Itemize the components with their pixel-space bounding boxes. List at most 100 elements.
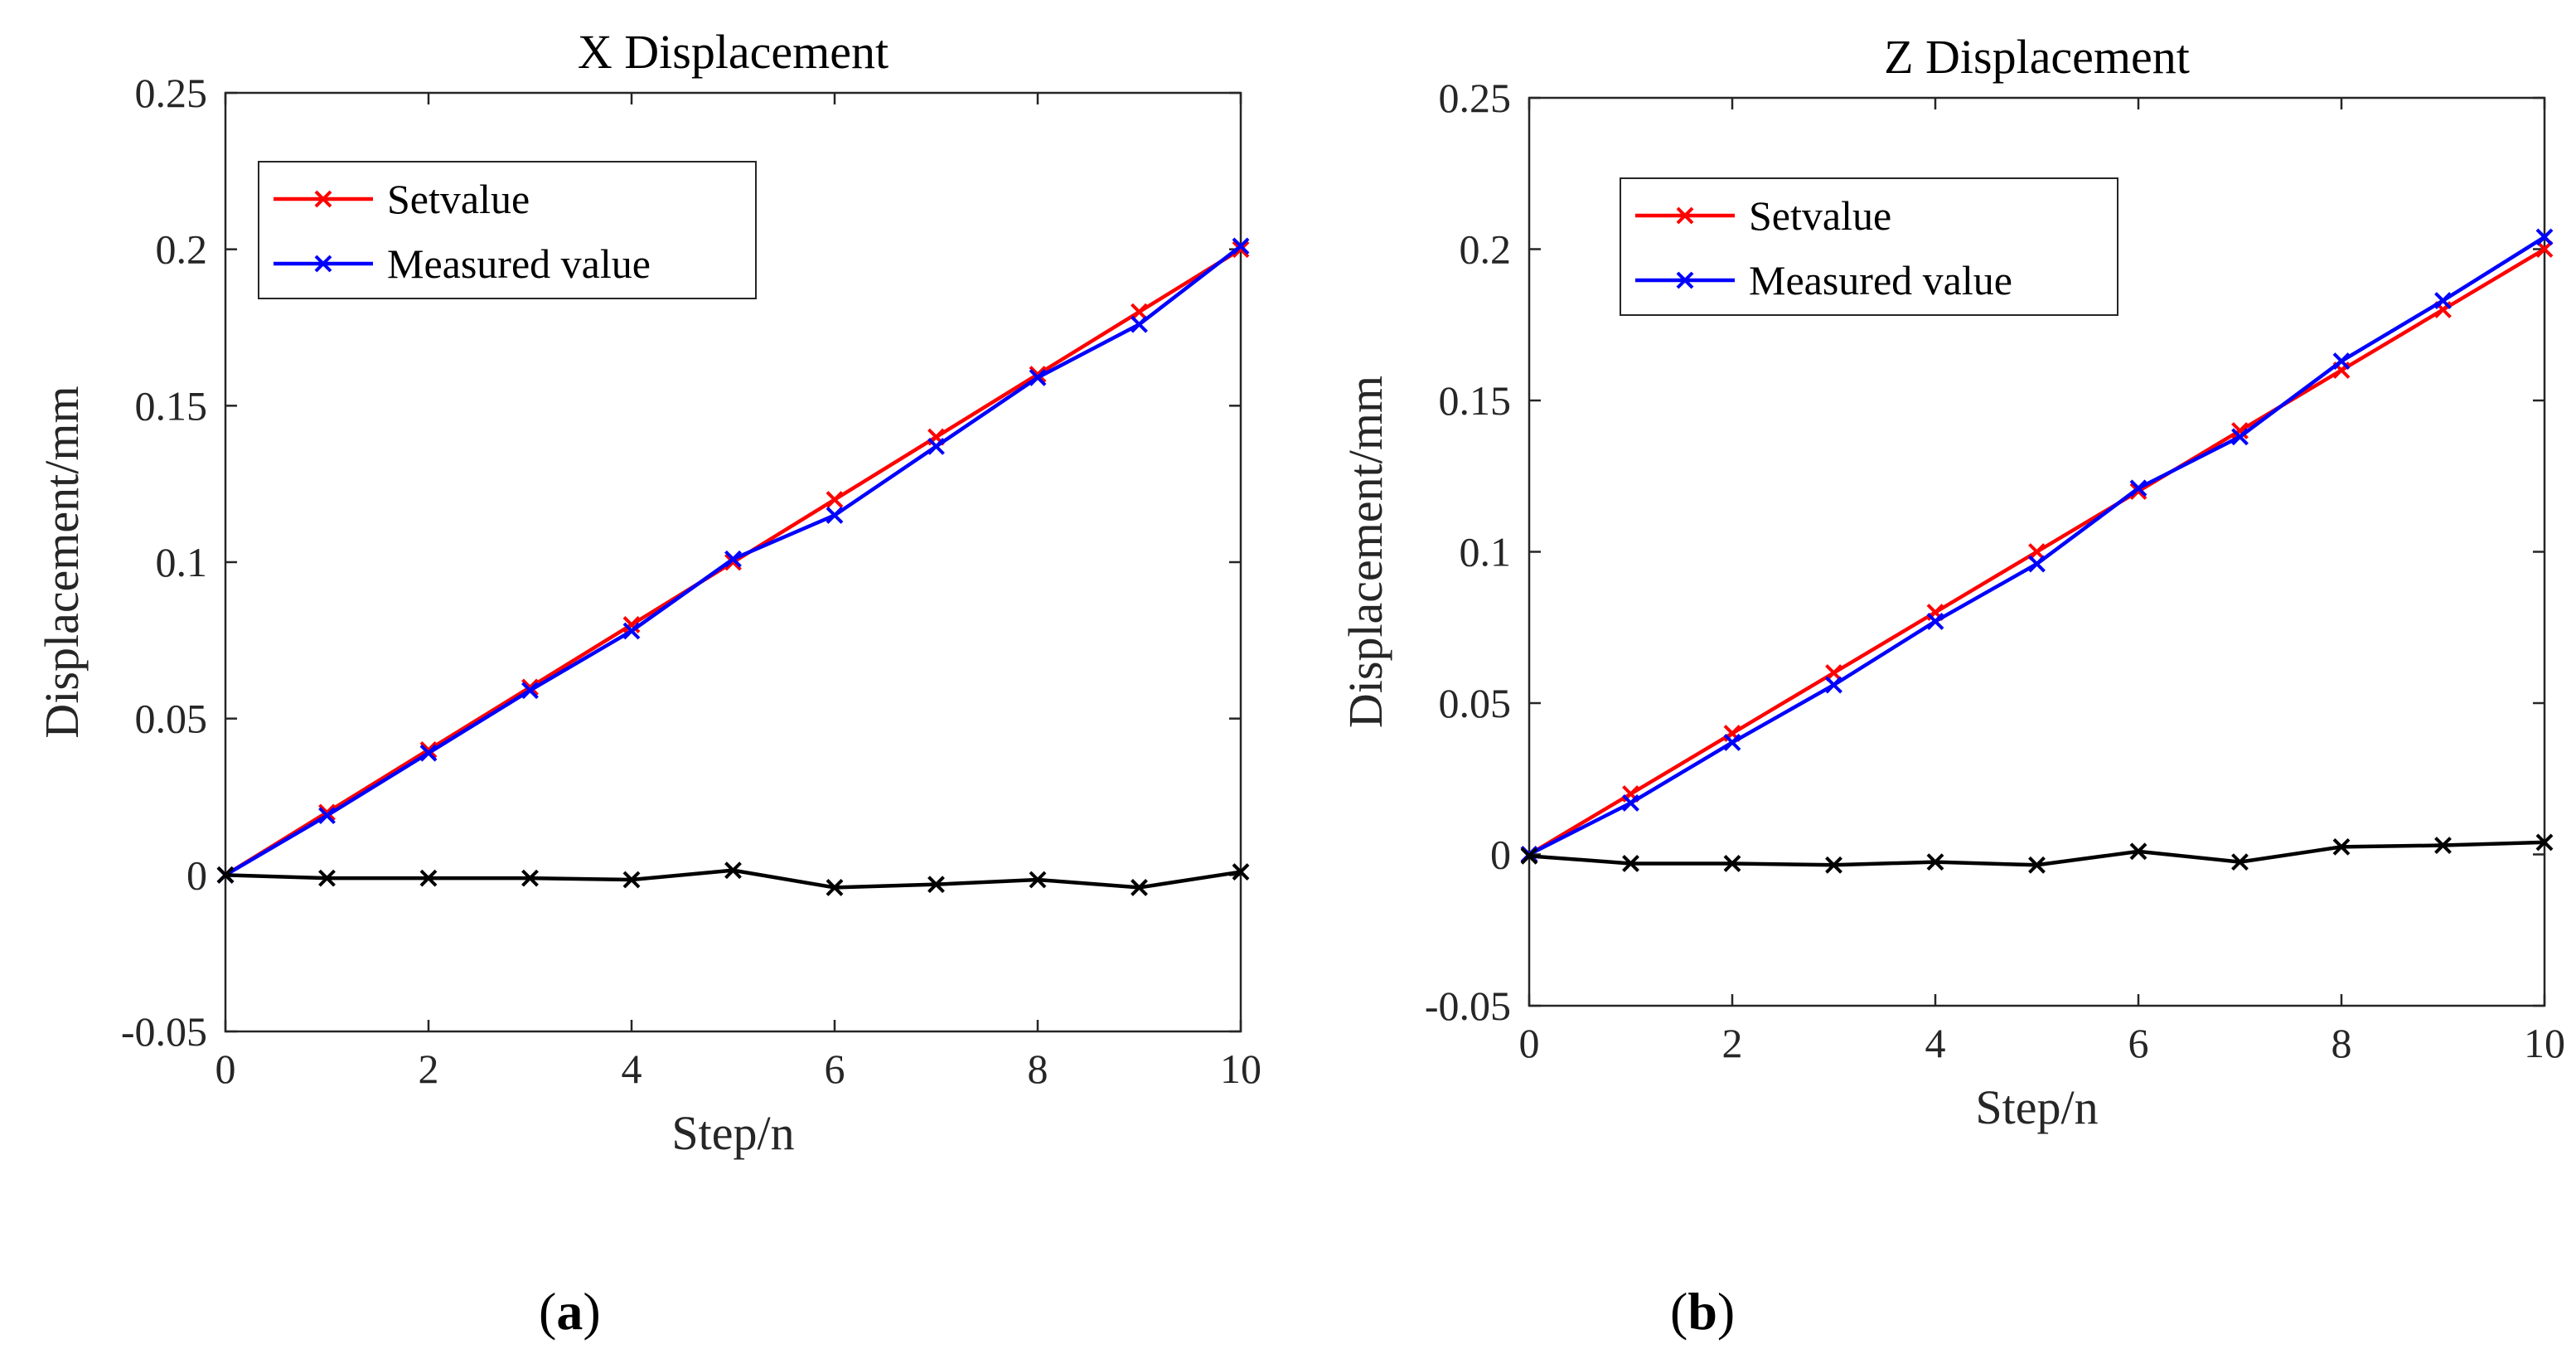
data-point (1723, 734, 1741, 751)
data-point (826, 491, 844, 508)
point-marker (1926, 853, 1944, 871)
point-marker (622, 622, 641, 640)
legend-label: Setvalue (387, 176, 530, 222)
point-marker (419, 744, 438, 762)
panel-label-b: (b) (1670, 1282, 1736, 1341)
x-tick-label: 10 (2524, 1020, 2565, 1066)
point-marker (2434, 292, 2452, 309)
data-point (1131, 315, 1148, 333)
data-point (2231, 422, 2249, 439)
y-tick-label: 0.2 (156, 226, 208, 273)
point-marker (622, 871, 641, 889)
point-marker (927, 876, 945, 894)
point-marker (1622, 855, 1639, 872)
data-point (1029, 871, 1047, 889)
y-tick-label: -0.05 (1425, 983, 1511, 1029)
point-marker (1232, 240, 1250, 259)
data-point (2231, 428, 2249, 446)
data-point (1723, 855, 1741, 872)
point-marker (2028, 555, 2046, 573)
x-tick-label: 0 (215, 1046, 236, 1092)
x-tick-label: 4 (622, 1046, 642, 1092)
point-marker (1131, 315, 1148, 333)
data-point (419, 869, 438, 887)
data-point (1131, 303, 1148, 321)
point-marker (1622, 794, 1639, 812)
data-point (2535, 833, 2554, 852)
data-point (927, 876, 945, 894)
legend: Setvalue Measured value (258, 161, 757, 299)
y-tick-label: 0 (1490, 832, 1511, 878)
point-marker (826, 879, 844, 896)
y-tick-label: 0.05 (1439, 680, 1512, 726)
legend-marker (1676, 206, 1694, 225)
series-line (1528, 840, 2545, 867)
y-tick-label: 0.25 (1439, 75, 1512, 121)
x-tick-label: 6 (825, 1046, 845, 1092)
point-marker (1232, 863, 1250, 881)
point-marker (1029, 871, 1047, 889)
point-marker (521, 682, 539, 700)
data-point (521, 869, 539, 887)
legend: Setvalue Measured value (1620, 177, 2118, 316)
data-point (1926, 613, 1944, 630)
data-point (1825, 676, 1842, 694)
legend-label: Measured value (1749, 257, 2012, 303)
data-point (1232, 863, 1250, 881)
data-point (622, 622, 641, 640)
point-marker (2231, 422, 2249, 439)
point-marker (1131, 879, 1148, 896)
data-point (2434, 292, 2452, 309)
point-marker (2231, 853, 2249, 871)
y-tick-label: 0.15 (1439, 377, 1512, 424)
data-point (2332, 352, 2351, 370)
y-axis-label: Displacement/mm (1339, 376, 1392, 728)
point-marker (2231, 428, 2249, 446)
legend-entry: Measured value (274, 240, 651, 287)
legend-label: Setvalue (1749, 192, 1891, 239)
legend-marker (1676, 271, 1694, 289)
y-tick-label: 0.25 (135, 70, 208, 116)
point-marker (1232, 237, 1250, 255)
data-point (521, 682, 539, 700)
point-marker (724, 861, 742, 880)
y-tick-label: 0.15 (135, 382, 208, 429)
y-tick-label: 0 (186, 852, 207, 898)
panel-label-a-letter: a (556, 1282, 583, 1341)
point-marker (2129, 842, 2147, 861)
x-tick-label: 2 (1722, 1020, 1743, 1066)
legend-entry: Measured value (1635, 257, 2012, 303)
data-point (1825, 856, 1842, 874)
data-point (419, 744, 438, 762)
data-point (2434, 837, 2452, 854)
point-marker (1825, 856, 1842, 874)
legend-marker (314, 190, 332, 208)
data-point (1232, 240, 1250, 259)
point-marker (216, 866, 235, 884)
data-point (927, 437, 945, 455)
y-tick-label: 0.1 (1460, 529, 1512, 575)
point-marker (826, 491, 844, 508)
series-line (225, 868, 1242, 890)
panel-label-b-letter: b (1687, 1282, 1717, 1341)
data-point (724, 861, 742, 880)
point-marker (419, 869, 438, 887)
y-tick-label: -0.05 (121, 1008, 207, 1055)
chart-title: Z Displacement (1884, 30, 2190, 84)
point-marker (622, 616, 641, 633)
series-error (1520, 833, 2554, 874)
data-point (1926, 853, 1944, 871)
data-point (2535, 228, 2554, 246)
x-tick-label: 10 (1220, 1046, 1261, 1092)
series-error (216, 861, 1250, 896)
data-point (2332, 837, 2351, 856)
data-point (2231, 853, 2249, 871)
data-point (2129, 479, 2147, 497)
legend-entry: Setvalue (1635, 192, 1891, 239)
data-point (318, 807, 336, 825)
legend-marker (314, 255, 332, 273)
legend-box (258, 161, 757, 299)
point-marker (1520, 847, 1538, 865)
